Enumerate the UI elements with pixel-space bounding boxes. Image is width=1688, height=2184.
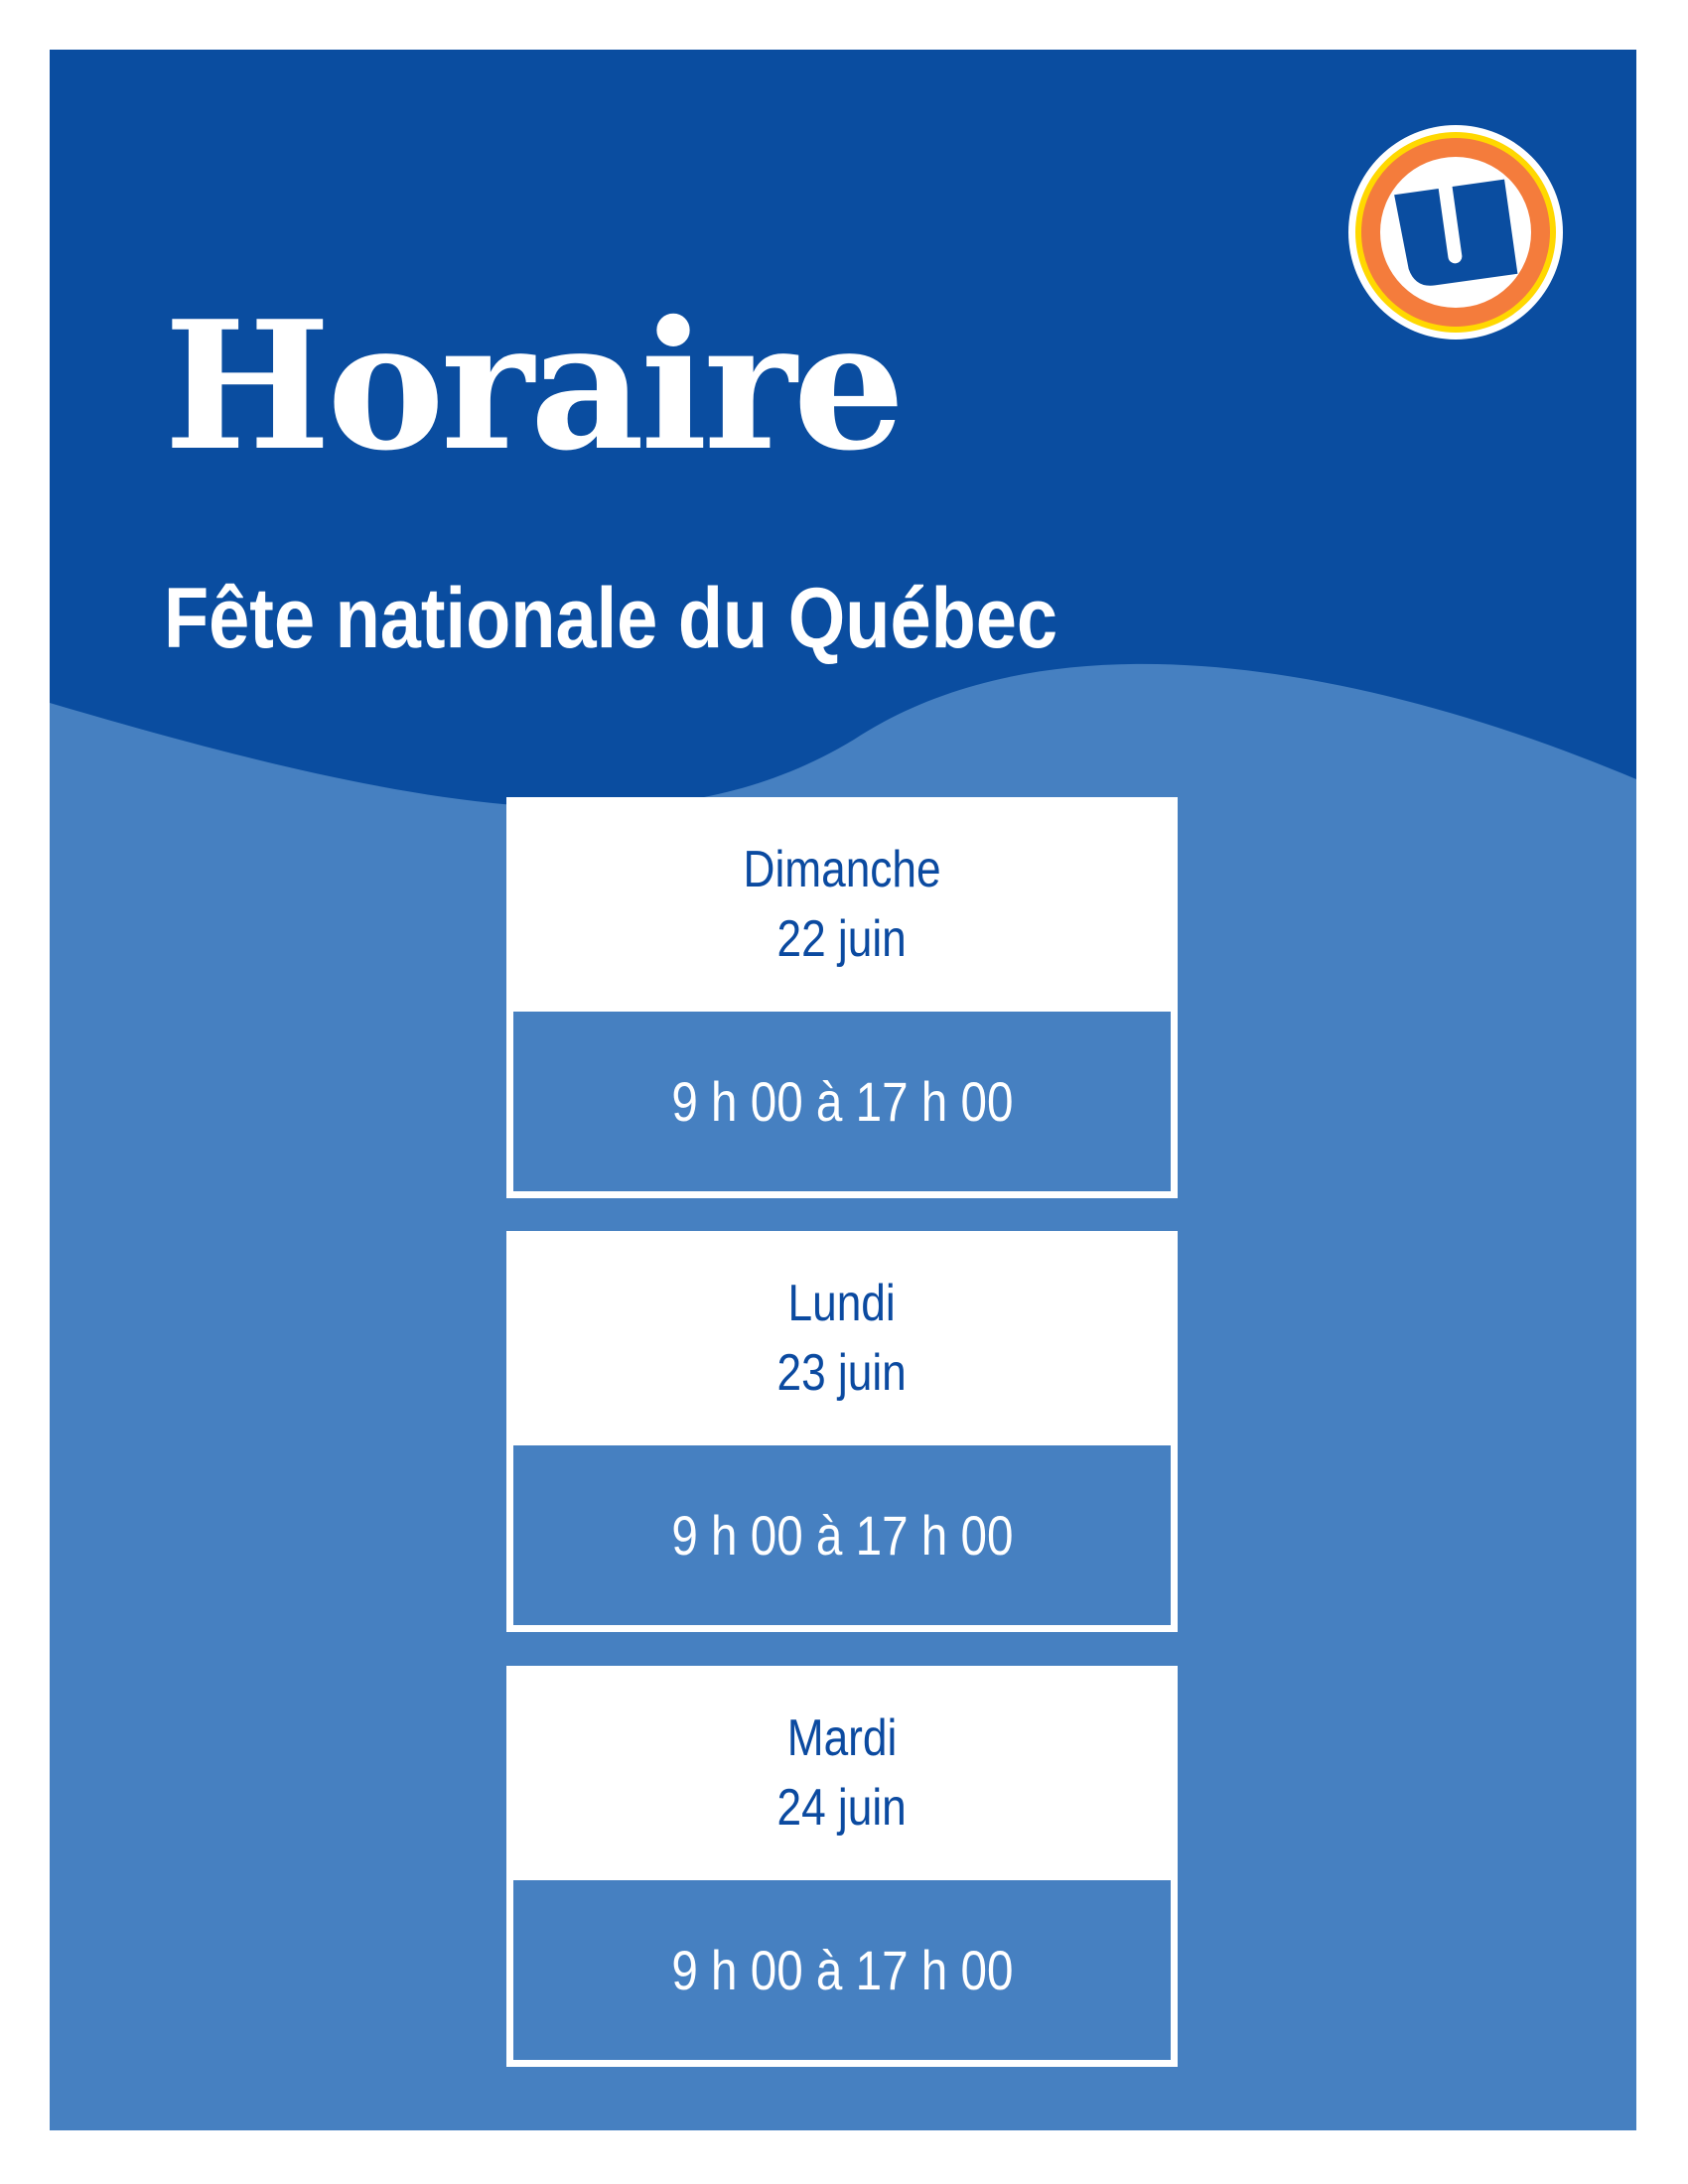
day-label: Mardi [786, 1709, 898, 1767]
header-wave-background [50, 50, 1636, 809]
page-subtitle: Fête nationale du Québec [164, 571, 1058, 666]
poster-panel: Horaire Fête nationale du Québec Dimanch… [50, 50, 1636, 2130]
hours-box: 9 h 00 à 17 h 00 [513, 1445, 1171, 1625]
date-label: 23 juin [776, 1344, 908, 1402]
date-label: 22 juin [776, 910, 908, 968]
card-header: Dimanche 22 juin [506, 797, 1178, 1012]
u-logo-icon [1348, 125, 1563, 340]
schedule-card-monday: Lundi 23 juin 9 h 00 à 17 h 00 [506, 1231, 1178, 1632]
card-header: Lundi 23 juin [506, 1231, 1178, 1445]
date-label: 24 juin [776, 1779, 908, 1837]
day-label: Dimanche [743, 841, 941, 898]
card-header: Mardi 24 juin [506, 1666, 1178, 1880]
page-title: Horaire [164, 282, 906, 489]
hours-label: 9 h 00 à 17 h 00 [670, 1070, 1014, 1133]
schedule-card-sunday: Dimanche 22 juin 9 h 00 à 17 h 00 [506, 797, 1178, 1198]
day-label: Lundi [787, 1275, 897, 1332]
hours-box: 9 h 00 à 17 h 00 [513, 1880, 1171, 2060]
hours-label: 9 h 00 à 17 h 00 [670, 1939, 1014, 2001]
hours-box: 9 h 00 à 17 h 00 [513, 1012, 1171, 1191]
schedule-card-tuesday: Mardi 24 juin 9 h 00 à 17 h 00 [506, 1666, 1178, 2067]
hours-label: 9 h 00 à 17 h 00 [670, 1504, 1014, 1567]
